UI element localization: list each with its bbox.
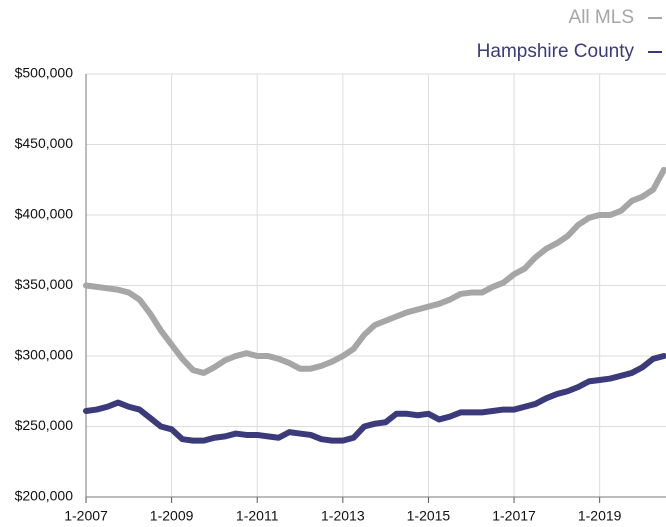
y-tick-label: $350,000 [15,276,74,292]
y-tick-label: $200,000 [15,488,74,504]
legend-label: All MLS [569,7,634,28]
y-tick-label: $500,000 [15,65,74,81]
y-tick-label: $450,000 [15,135,74,151]
x-tick-label: 1-2015 [407,508,451,524]
x-tick-label: 1-2017 [492,508,536,524]
series-line [83,353,666,444]
x-tick-label: 1-2009 [150,508,194,524]
legend-label: Hampshire County [477,41,635,62]
y-tick-label: $300,000 [15,347,74,363]
x-tick-label: 1-2011 [236,508,279,524]
x-tick-label: 1-2007 [64,508,108,524]
x-tick-label: 1-2013 [321,508,365,524]
x-tick-label: 1-2019 [578,508,622,524]
y-tick-label: $400,000 [15,206,74,222]
y-tick-label: $250,000 [15,417,74,433]
series-line [83,166,666,376]
